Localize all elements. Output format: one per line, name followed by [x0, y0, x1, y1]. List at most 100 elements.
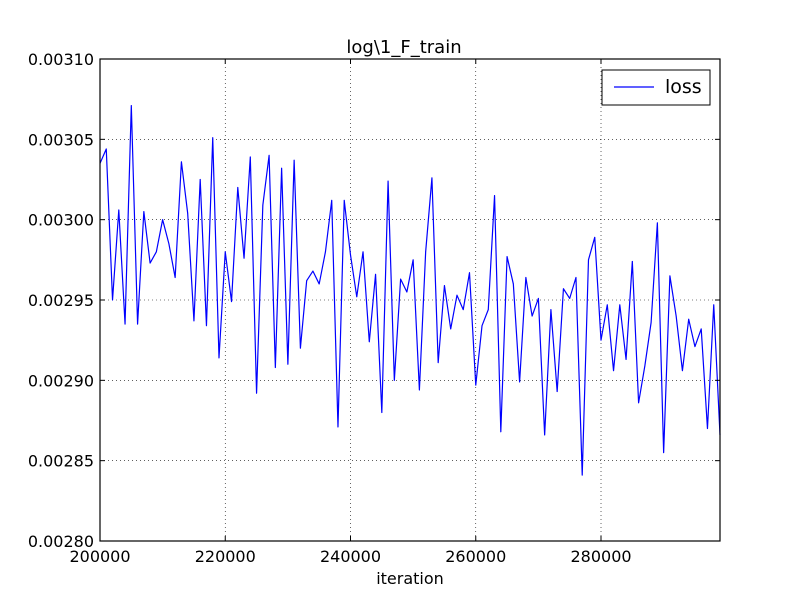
data-point [606, 304, 608, 306]
data-point [569, 297, 571, 299]
data-point [594, 236, 596, 238]
data-point [700, 328, 702, 330]
data-point [206, 325, 207, 327]
data-point [112, 299, 113, 301]
data-point [644, 365, 646, 367]
data-point [707, 428, 708, 429]
data-point [350, 254, 351, 256]
data-point [531, 315, 533, 317]
data-point [669, 275, 671, 277]
data-point [149, 262, 151, 264]
data-point [118, 209, 120, 211]
y-tick-label: 0.00280 [28, 532, 94, 551]
data-point [631, 261, 633, 262]
data-point [462, 309, 464, 311]
legend: loss [601, 69, 711, 106]
data-point [431, 177, 433, 179]
data-point [162, 219, 164, 221]
data-point [688, 318, 690, 320]
data-point [675, 315, 677, 317]
data-point [325, 251, 326, 253]
y-tick-label: 0.00305 [28, 130, 94, 149]
series-line-loss [99, 104, 721, 476]
data-point [412, 259, 414, 261]
data-point [450, 328, 452, 330]
data-point [381, 412, 383, 413]
data-point [663, 452, 665, 454]
data-point [544, 434, 546, 436]
data-point [268, 155, 270, 156]
data-point [494, 195, 495, 196]
data-point [362, 251, 364, 253]
data-point [525, 277, 527, 278]
data-point [262, 204, 264, 206]
data-point [456, 294, 458, 296]
data-point [343, 199, 345, 201]
data-point [650, 322, 652, 323]
x-tick-label: 240000 [320, 547, 381, 566]
data-point [400, 278, 402, 280]
data-point [556, 391, 558, 392]
data-point [512, 283, 514, 285]
y-tick-label: 0.00300 [28, 211, 94, 230]
data-point [218, 357, 220, 359]
data-point [105, 148, 107, 150]
data-point [575, 277, 577, 278]
data-point [287, 363, 289, 365]
data-point [312, 270, 314, 272]
x-axis-label: iteration [376, 569, 444, 588]
data-point [137, 323, 138, 325]
data-point [393, 379, 395, 381]
data-point [469, 272, 470, 274]
data-point [318, 283, 320, 285]
legend-label-loss: loss [665, 76, 702, 98]
data-point [588, 259, 589, 261]
chart-title: log\1_F_train [346, 37, 461, 58]
data-point [625, 359, 627, 360]
data-point [694, 346, 696, 347]
data-point [563, 288, 564, 290]
data-point [143, 211, 145, 213]
data-point [444, 285, 445, 286]
data-point [487, 309, 489, 311]
data-point [600, 339, 602, 341]
data-point [224, 251, 226, 253]
data-point [130, 105, 132, 106]
data-point [337, 426, 339, 428]
data-point [406, 291, 408, 293]
data-point [619, 304, 621, 306]
data-point [249, 156, 251, 158]
data-point [356, 296, 358, 298]
data-point [519, 381, 520, 383]
y-tick-label: 0.00310 [28, 50, 94, 69]
data-point [187, 212, 189, 214]
series-layer [99, 104, 721, 476]
ticks: 200000 220000 240000 260000 280000 0.00280 0.0… [28, 50, 720, 566]
data-point [375, 273, 376, 275]
data-point [212, 137, 214, 139]
data-point [300, 347, 301, 349]
data-point [500, 431, 502, 433]
data-point [537, 297, 539, 299]
data-point [418, 389, 420, 391]
data-point [181, 161, 182, 163]
data-point [387, 180, 389, 182]
data-point [168, 243, 170, 245]
y-tick-label: 0.00285 [28, 452, 94, 471]
data-point [481, 325, 483, 327]
data-point [274, 367, 276, 368]
data-point [237, 187, 239, 188]
x-tick-label: 220000 [195, 547, 256, 566]
data-point [581, 474, 583, 476]
data-point [174, 277, 176, 278]
data-point [550, 309, 552, 311]
data-point [256, 392, 257, 394]
data-point [231, 301, 232, 303]
data-point [656, 222, 658, 224]
data-point [713, 304, 715, 306]
y-tick-label: 0.00290 [28, 371, 94, 390]
data-point [425, 251, 427, 253]
data-point [281, 167, 283, 169]
data-point [506, 256, 508, 258]
